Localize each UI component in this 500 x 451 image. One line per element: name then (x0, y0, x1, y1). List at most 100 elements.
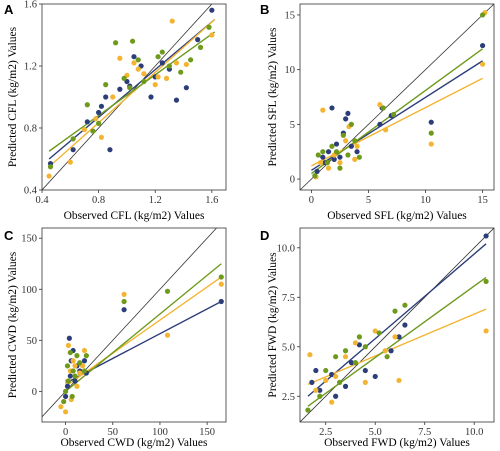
data-point-series-1 (62, 393, 69, 400)
data-point-series-1 (329, 105, 335, 111)
data-point-series-3 (479, 12, 486, 18)
data-point-series-3 (121, 75, 127, 81)
data-point-series-3 (348, 121, 354, 127)
data-point-series-1 (343, 116, 349, 122)
data-point-series-3 (342, 348, 349, 354)
data-point-series-2 (155, 74, 161, 80)
data-point-series-1 (329, 371, 335, 378)
data-point-series-2 (164, 332, 171, 338)
y-tick-label: 50 (27, 336, 38, 347)
data-point-series-1 (479, 42, 486, 49)
data-point-series-3 (392, 308, 398, 314)
data-point-series-1 (337, 154, 343, 160)
data-point-series-2 (110, 94, 116, 100)
data-point-series-2 (377, 102, 383, 108)
fit-line-series-2 (307, 308, 487, 386)
data-point-series-3 (96, 120, 102, 126)
data-point-series-2 (93, 116, 99, 122)
x-tick-label: 10.0 (465, 427, 483, 438)
data-point-series-3 (324, 160, 330, 166)
data-point-series-2 (337, 160, 343, 166)
data-point-series-1 (317, 387, 323, 393)
y-tick-label: 0 (290, 175, 295, 186)
data-point-series-3 (65, 378, 72, 384)
x-tick-label: 5 (366, 195, 371, 206)
fit-line-series-1 (65, 300, 222, 384)
data-point-series-3 (362, 344, 368, 350)
data-point-series-1 (107, 147, 113, 153)
data-point-series-2 (313, 387, 319, 393)
one-to-one-line (300, 228, 494, 422)
data-point-series-2 (382, 348, 388, 354)
y-axis-title: Predicted SFL (kg/m2) Values (267, 27, 279, 166)
data-point-series-2 (354, 143, 360, 149)
data-point-series-2 (77, 370, 83, 376)
data-point-series-1 (309, 379, 315, 386)
data-point-series-1 (402, 322, 408, 328)
data-point-series-1 (218, 298, 224, 305)
data-point-series-1 (362, 367, 368, 374)
data-point-series-3 (84, 102, 90, 108)
data-point-series-2 (317, 160, 324, 166)
data-point-series-1 (313, 367, 319, 374)
x-axis-title: Observed CWD (kg/m2) Values (60, 437, 208, 449)
data-point-series-2 (352, 340, 359, 346)
data-point-series-2 (320, 107, 326, 113)
data-point-series-3 (345, 152, 351, 158)
data-point-series-3 (90, 128, 96, 134)
data-point-series-3 (483, 278, 489, 285)
data-point-series-2 (72, 363, 78, 369)
data-point-series-3 (83, 353, 89, 359)
data-point-series-1 (81, 358, 88, 364)
x-tick-label: 0.8 (92, 195, 105, 206)
data-point-series-1 (372, 373, 378, 380)
fit-line-series-3 (310, 48, 484, 175)
y-axis-title: Predicted CWD (kg/m2) Values (7, 251, 19, 398)
data-point-series-3 (62, 388, 69, 394)
data-point-series-3 (103, 82, 109, 88)
data-point-series-2 (382, 127, 389, 133)
data-point-series-3 (356, 154, 362, 160)
y-tick-label: 7.5 (282, 293, 295, 304)
data-point-series-2 (141, 71, 147, 77)
data-point-series-1 (183, 85, 189, 91)
data-point-series-1 (320, 154, 326, 160)
data-point-series-1 (483, 233, 489, 239)
fit-line-series-3 (48, 31, 216, 152)
data-point-series-1 (333, 393, 339, 399)
data-point-series-3 (127, 85, 133, 91)
panel-letter: B (260, 2, 269, 17)
data-point-series-2 (362, 379, 368, 386)
panel-a: 0.4 0.8 1.2 1.6 0.4 0.8 1.2 1.6 A Observed CFL (k… (4, 0, 227, 222)
data-point-series-3 (333, 149, 340, 155)
data-point-series-1 (121, 307, 127, 313)
data-point-series-3 (305, 407, 311, 413)
data-point-series-3 (70, 136, 76, 142)
y-axis-title: Predicted FWD (kg/m2) Values (267, 252, 279, 398)
y-tick-label: 10 (285, 65, 296, 76)
data-point-series-1 (209, 7, 215, 13)
x-axis-title: Observed SFL (kg/m2) Values (327, 210, 467, 222)
data-point-series-2 (325, 165, 332, 171)
data-point-series-1 (333, 141, 340, 147)
data-point-series-3 (197, 44, 204, 51)
data-point-series-2 (169, 18, 175, 24)
data-point-series-3 (74, 353, 80, 359)
x-tick-label: 5.0 (369, 427, 382, 438)
data-point-series-2 (121, 291, 127, 297)
x-tick-label: 100 (152, 427, 168, 438)
data-point-series-2 (428, 141, 434, 147)
data-point-series-1 (173, 97, 180, 103)
panel-letter: D (260, 228, 269, 243)
data-point-series-3 (337, 165, 343, 171)
data-point-series-2 (483, 328, 489, 334)
plot-frame (41, 227, 227, 423)
x-tick-label: 50 (108, 427, 119, 438)
data-point-series-2 (62, 409, 69, 415)
data-point-series-1 (66, 335, 72, 341)
data-point-series-1 (148, 94, 154, 100)
panel-letter: C (4, 228, 14, 243)
data-point-series-1 (117, 86, 123, 92)
data-point-series-1 (98, 103, 105, 109)
